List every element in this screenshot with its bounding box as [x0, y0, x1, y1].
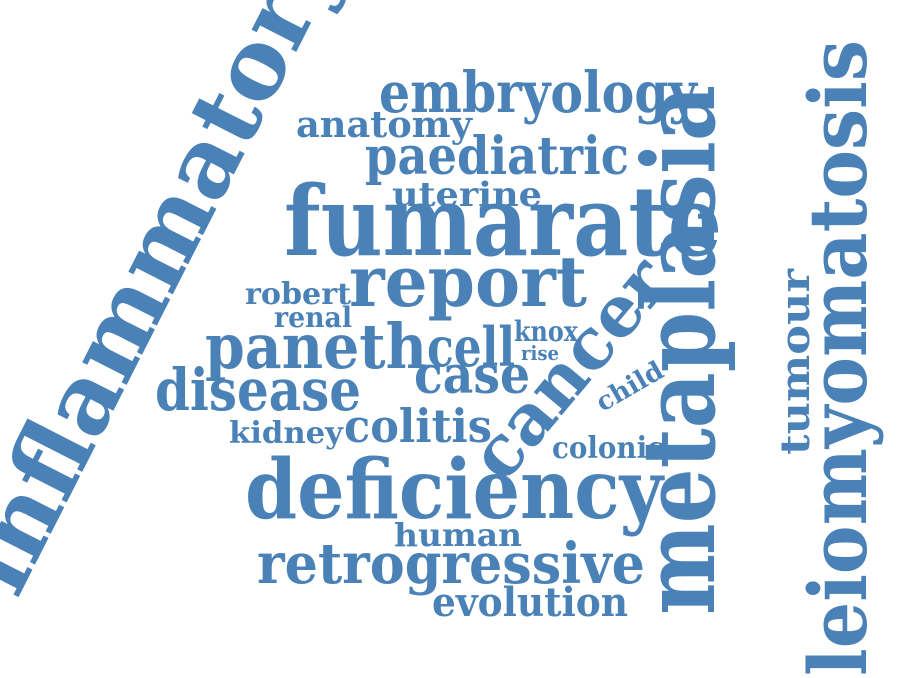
word-colitis: colitis: [344, 399, 492, 453]
word-case: case: [414, 345, 530, 406]
word-rise: rise: [521, 341, 559, 365]
word-renal: renal: [274, 301, 352, 334]
word-robert: robert: [245, 277, 351, 312]
word-cell: cell: [427, 315, 515, 379]
word-metaplasia: metaplasia: [620, 85, 738, 615]
word-knox: knox: [514, 315, 578, 348]
word-disease: disease: [155, 356, 361, 424]
word-colonic: colonic: [552, 431, 664, 466]
word-anatomy: anatomy: [296, 104, 473, 146]
word-tumour: tumour: [772, 268, 819, 455]
word-embryology: embryology: [379, 60, 698, 126]
word-report: report: [349, 240, 587, 323]
word-leiomyomatosis: leiomyomatosis: [791, 40, 885, 676]
word-uterine: uterine: [392, 175, 542, 215]
word-human: human: [394, 516, 522, 554]
word-retrogressive: retrogressive: [257, 531, 645, 597]
word-evolution: evolution: [432, 579, 628, 626]
word-kidney: kidney: [229, 416, 345, 451]
word-fumarate: fumarate: [284, 165, 722, 278]
word-deficiency: deficiency: [245, 442, 665, 538]
word-paneth: paneth: [205, 310, 427, 383]
word-paediatric: paediatric: [365, 126, 629, 187]
